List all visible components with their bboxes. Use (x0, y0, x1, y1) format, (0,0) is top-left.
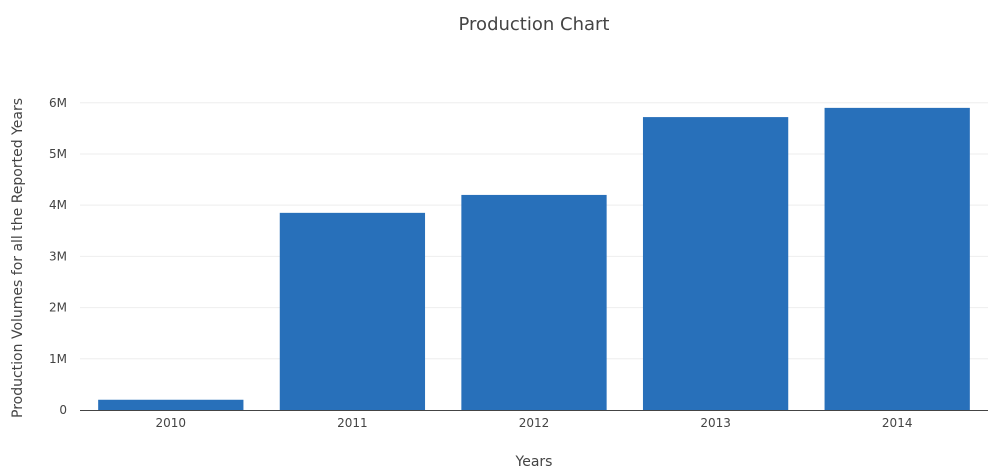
x-axis-ticks: 2010 2011 2012 2013 2014 (156, 416, 913, 430)
x-axis-title: Years (515, 454, 553, 470)
y-axis-title: Production Volumes for all the Reported … (10, 98, 26, 418)
x-tick-label: 2012 (519, 416, 550, 430)
bar-2011[interactable] (279, 212, 426, 410)
x-tick-label: 2013 (700, 416, 731, 430)
y-tick-label: 0 (59, 403, 67, 417)
y-axis-ticks: 0 1M 2M 3M 4M 5M 6M (49, 96, 67, 417)
x-tick-label: 2014 (882, 416, 913, 430)
y-tick-label: 6M (49, 96, 67, 110)
y-tick-label: 4M (49, 198, 67, 212)
y-tick-label: 5M (49, 147, 67, 161)
y-tick-label: 1M (49, 352, 67, 366)
bar-2013[interactable] (642, 117, 789, 410)
y-tick-label: 2M (49, 301, 67, 315)
bars (98, 107, 970, 411)
x-tick-label: 2011 (337, 416, 368, 430)
y-tick-label: 3M (49, 249, 67, 263)
bar-2012[interactable] (461, 194, 607, 410)
bar-2010[interactable] (98, 399, 244, 410)
bar-2014[interactable] (824, 107, 970, 411)
chart-title: Production Chart (459, 14, 610, 35)
x-tick-label: 2010 (156, 416, 187, 430)
